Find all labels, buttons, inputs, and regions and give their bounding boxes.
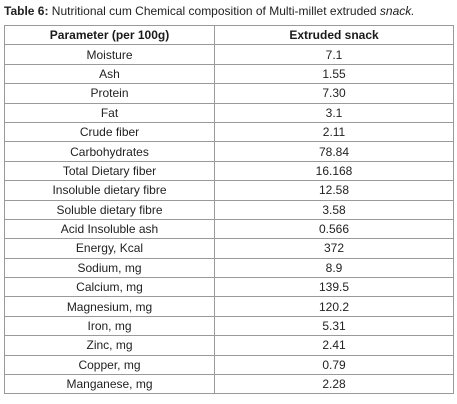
- table-row: Soluble dietary fibre 3.58: [4, 199, 454, 220]
- parameter-cell: Moisture: [4, 44, 215, 65]
- table-row: Manganese, mg 2.28: [4, 374, 454, 395]
- parameter-cell: Sodium, mg: [4, 257, 215, 279]
- table-row: Insoluble dietary fibre 12.58: [4, 180, 454, 201]
- parameter-cell: Acid Insoluble ash: [4, 218, 215, 240]
- table-row: Protein 7.30: [4, 83, 454, 104]
- table-row: Total Dietary fiber 16.168: [4, 160, 454, 182]
- table-row: Iron, mg 5.31: [4, 315, 454, 337]
- value-cell: 1.55: [214, 63, 454, 85]
- parameter-cell: Protein: [4, 83, 215, 104]
- value-cell: 372: [214, 238, 454, 259]
- value-cell: 7.30: [214, 83, 454, 104]
- value-cell: 2.28: [214, 374, 454, 395]
- table-header-row: Parameter (per 100g) Extruded snack: [4, 24, 454, 46]
- parameter-cell: Manganese, mg: [4, 374, 215, 395]
- parameter-cell: Soluble dietary fibre: [4, 199, 215, 220]
- value-cell: 5.31: [214, 315, 454, 337]
- value-cell: 0.79: [214, 354, 454, 376]
- parameter-cell: Ash: [4, 63, 215, 85]
- table-row: Acid Insoluble ash 0.566: [4, 218, 454, 240]
- header-parameter: Parameter (per 100g): [4, 24, 215, 46]
- value-cell: 78.84: [214, 141, 454, 162]
- parameter-cell: Energy, Kcal: [4, 238, 215, 259]
- parameter-cell: Total Dietary fiber: [4, 160, 215, 182]
- parameter-cell: Iron, mg: [4, 315, 215, 337]
- header-extruded-snack: Extruded snack: [214, 24, 454, 46]
- table-row: Magnesium, mg 120.2: [4, 296, 454, 317]
- parameter-cell: Carbohydrates: [4, 141, 215, 162]
- table-row: Carbohydrates 78.84: [4, 141, 454, 162]
- value-cell: 8.9: [214, 257, 454, 279]
- composition-table: Parameter (per 100g) Extruded snack Mois…: [4, 24, 454, 395]
- table-caption: Table 6: Nutritional cum Chemical compos…: [4, 4, 415, 19]
- table-row: Crude fiber 2.11: [4, 121, 454, 143]
- value-cell: 16.168: [214, 160, 454, 182]
- table-row: Sodium, mg 8.9: [4, 257, 454, 279]
- parameter-cell: Insoluble dietary fibre: [4, 180, 215, 201]
- value-cell: 3.58: [214, 199, 454, 220]
- value-cell: 3.1: [214, 102, 454, 123]
- parameter-cell: Magnesium, mg: [4, 296, 215, 317]
- table-body: Moisture 7.1 Ash 1.55 Protein 7.30 Fat 3.1 Crude…: [4, 44, 454, 395]
- table-row: Calcium, mg 139.5: [4, 277, 454, 298]
- value-cell: 12.58: [214, 180, 454, 201]
- table-row: Energy, Kcal 372: [4, 238, 454, 259]
- table-row: Copper, mg 0.79: [4, 354, 454, 376]
- value-cell: 139.5: [214, 277, 454, 298]
- table-row: Fat 3.1: [4, 102, 454, 123]
- parameter-cell: Calcium, mg: [4, 277, 215, 298]
- value-cell: 0.566: [214, 218, 454, 240]
- parameter-cell: Fat: [4, 102, 215, 123]
- value-cell: 2.11: [214, 121, 454, 143]
- value-cell: 2.41: [214, 335, 454, 356]
- table-row: Ash 1.55: [4, 63, 454, 85]
- table-caption-italic: snack.: [379, 4, 415, 18]
- parameter-cell: Zinc, mg: [4, 335, 215, 356]
- table-row: Moisture 7.1: [4, 44, 454, 65]
- table-caption-text: Nutritional cum Chemical composition of …: [48, 4, 380, 18]
- value-cell: 120.2: [214, 296, 454, 317]
- parameter-cell: Crude fiber: [4, 121, 215, 143]
- table-caption-label: Table 6:: [4, 4, 49, 18]
- value-cell: 7.1: [214, 44, 454, 65]
- parameter-cell: Copper, mg: [4, 354, 215, 376]
- table-row: Zinc, mg 2.41: [4, 335, 454, 356]
